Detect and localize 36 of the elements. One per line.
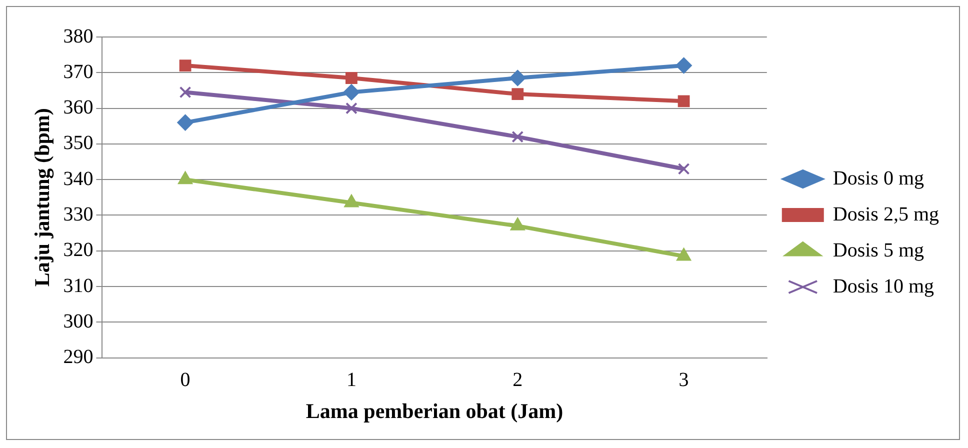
x-tick-label: 0 (180, 369, 190, 392)
point (512, 130, 524, 143)
point (678, 162, 690, 175)
y-tick-label: 300 (63, 310, 94, 332)
x-tick-label: 2 (512, 369, 523, 392)
x-tick-label: 1 (346, 369, 356, 392)
point (510, 218, 525, 230)
point (179, 60, 192, 72)
y-tick-label: 360 (63, 96, 94, 119)
y-tick-label: 370 (63, 60, 94, 83)
y-tick-label: 310 (63, 274, 94, 297)
y-tick-label: 290 (63, 346, 94, 368)
y-tick-label: 340 (63, 168, 94, 190)
point (346, 102, 358, 114)
point (510, 70, 526, 86)
point (343, 84, 360, 100)
point (177, 114, 194, 131)
legend-label: Dosis 2,5 mg (832, 203, 939, 226)
point (344, 194, 359, 208)
point (678, 95, 690, 108)
legend-label: Dosis 0 mg (832, 167, 924, 190)
point (676, 248, 691, 261)
legend-label: Dosis 5 mg (832, 239, 924, 262)
y-tick-label: 380 (63, 25, 94, 48)
y-tick-label: 320 (63, 239, 94, 262)
legend-label: Dosis 10 mg (832, 275, 934, 298)
y-tick-label: 330 (63, 203, 94, 226)
point (178, 172, 192, 184)
y-tick-label: 350 (63, 132, 94, 154)
point (676, 58, 692, 74)
y-axis-title: Laju jantung (bpm) (30, 108, 54, 287)
x-axis-title: Lama pemberian obat (Jam) (306, 398, 564, 423)
point (346, 72, 358, 84)
point (179, 86, 192, 98)
x-tick-label: 3 (678, 369, 689, 392)
point (512, 88, 524, 100)
